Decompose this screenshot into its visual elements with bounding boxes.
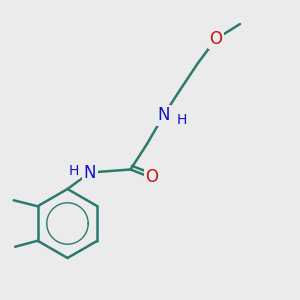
Text: O: O xyxy=(145,168,158,186)
Text: O: O xyxy=(209,30,223,48)
Text: N: N xyxy=(84,164,96,181)
Text: N: N xyxy=(157,106,170,124)
Text: H: H xyxy=(176,113,187,127)
Text: H: H xyxy=(68,164,79,178)
